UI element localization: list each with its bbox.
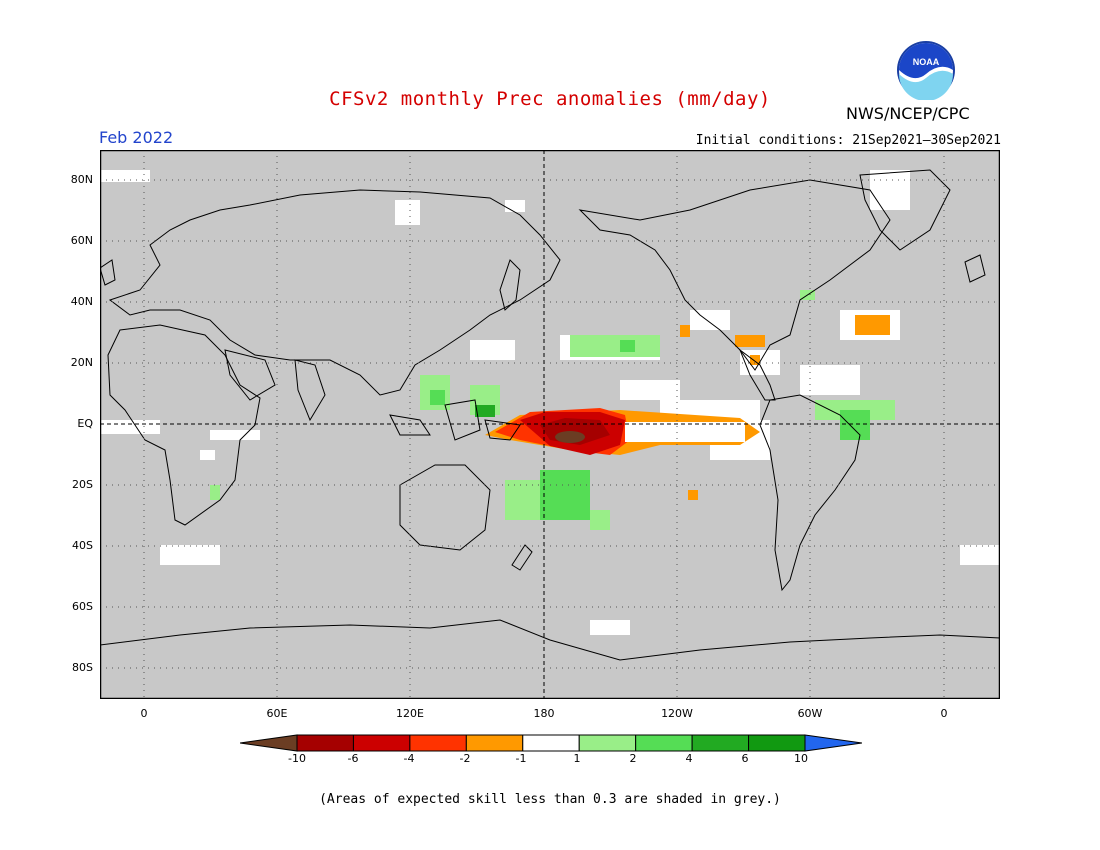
colorbar-segment [296, 734, 354, 752]
lat-label-40s: 40S [72, 539, 93, 552]
colorbar-segment [691, 734, 750, 752]
colorbar-label: 1 [573, 752, 581, 765]
noaa-logo-icon: NOAA [897, 41, 955, 100]
colorbar-segment [578, 734, 637, 752]
chart-title: CFSv2 monthly Prec anomalies (mm/day) [329, 88, 771, 110]
colorbar-segment [522, 734, 580, 752]
colorbar-label: 10 [794, 752, 808, 765]
graticule [100, 150, 1000, 699]
precip-anomaly-map [100, 150, 1000, 699]
colorbar-label: 6 [741, 752, 749, 765]
lon-label-0: 0 [140, 707, 148, 720]
forecast-month: Feb 2022 [99, 128, 174, 147]
colorbar [240, 734, 862, 752]
colorbar-segment [748, 734, 806, 752]
lon-label-180: 180 [533, 707, 555, 720]
dry-patches [485, 315, 890, 500]
colorbar-segment [352, 734, 411, 752]
map-frame [100, 150, 1000, 699]
logo-text: NOAA [913, 57, 940, 67]
colorbar-arrow-high [804, 734, 862, 752]
colorbar-segment [635, 734, 693, 752]
colorbar-label: -4 [403, 752, 415, 765]
colorbar-label: -6 [347, 752, 359, 765]
coastlines [100, 169, 1000, 661]
colorbar-label: -2 [459, 752, 471, 765]
colorbar-label: -1 [515, 752, 527, 765]
colorbar-label: 2 [629, 752, 637, 765]
colorbar-arrow-low [240, 734, 298, 752]
lat-label-20s: 20S [72, 478, 93, 491]
colorbar-label: -10 [288, 752, 306, 765]
footnote: (Areas of expected skill less than 0.3 a… [319, 792, 781, 807]
lat-label-80n: 80N [70, 173, 93, 186]
lon-label-120w: 120W [661, 707, 693, 720]
wet-patches [210, 290, 895, 530]
lon-label-60w: 60W [797, 707, 823, 720]
lat-label-80s: 80S [72, 661, 93, 674]
lat-label-40n: 40N [70, 295, 93, 308]
colorbar-label: 4 [685, 752, 693, 765]
lon-label-0-east: 0 [940, 707, 948, 720]
agency-label: NWS/NCEP/CPC [846, 104, 970, 123]
lat-label-60n: 60N [70, 234, 93, 247]
lon-label-120e: 120E [396, 707, 424, 720]
lat-label-20n: 20N [70, 356, 93, 369]
initial-conditions: Initial conditions: 21Sep2021–30Sep2021 [695, 133, 1001, 148]
colorbar-segment [409, 734, 467, 752]
lon-label-60e: 60E [266, 707, 288, 720]
colorbar-segment [465, 734, 524, 752]
lat-label-60s: 60S [72, 600, 93, 613]
lat-label-eq: EQ [77, 417, 93, 430]
